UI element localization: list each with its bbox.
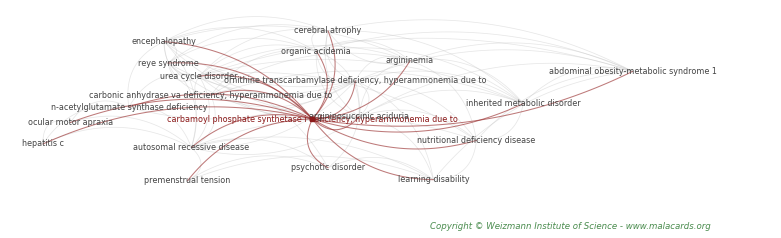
Text: argininosuccinic aciduria: argininosuccinic aciduria bbox=[309, 112, 409, 121]
Text: ocular motor apraxia: ocular motor apraxia bbox=[28, 118, 112, 127]
Text: Copyright © Weizmann Institute of Science - www.malacards.org: Copyright © Weizmann Institute of Scienc… bbox=[430, 222, 711, 231]
Text: hepatitis c: hepatitis c bbox=[22, 139, 64, 149]
Text: ornithine transcarbamylase deficiency, hyperammonemia due to: ornithine transcarbamylase deficiency, h… bbox=[224, 76, 487, 85]
Text: learning disability: learning disability bbox=[398, 175, 469, 184]
Text: encephalopathy: encephalopathy bbox=[131, 37, 197, 46]
Text: n-acetylglutamate synthase deficiency: n-acetylglutamate synthase deficiency bbox=[51, 103, 207, 112]
Text: autosomal recessive disease: autosomal recessive disease bbox=[134, 143, 249, 152]
Text: nutritional deficiency disease: nutritional deficiency disease bbox=[417, 136, 536, 145]
Text: carbonic anhydrase va deficiency, hyperammonemia due to: carbonic anhydrase va deficiency, hypera… bbox=[89, 91, 333, 100]
Text: psychotic disorder: psychotic disorder bbox=[291, 163, 365, 172]
Text: cerebral atrophy: cerebral atrophy bbox=[294, 26, 362, 35]
Text: reye syndrome: reye syndrome bbox=[137, 59, 198, 68]
Text: urea cycle disorder: urea cycle disorder bbox=[160, 72, 238, 81]
Text: premenstrual tension: premenstrual tension bbox=[144, 176, 230, 185]
Text: inherited metabolic disorder: inherited metabolic disorder bbox=[466, 99, 580, 108]
Text: organic acidemia: organic acidemia bbox=[281, 47, 351, 56]
Text: abdominal obesity-metabolic syndrome 1: abdominal obesity-metabolic syndrome 1 bbox=[549, 67, 716, 76]
Text: carbamoyl phosphate synthetase i deficiency, hyperammonemia due to: carbamoyl phosphate synthetase i deficie… bbox=[167, 114, 458, 124]
Text: argininemia: argininemia bbox=[386, 56, 434, 65]
